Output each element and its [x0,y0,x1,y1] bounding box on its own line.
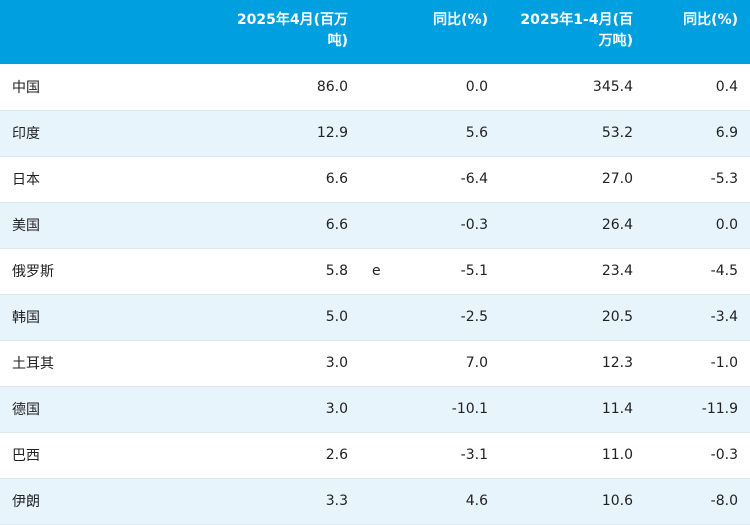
cell-country: 土耳其 [0,340,215,387]
cell-estimate-flag [360,156,400,203]
table-row: 美国 6.6 -0.3 26.4 0.0 [0,202,750,249]
cell-ytd-2025: 23.4 [500,248,645,295]
cell-yoy-ytd: -3.4 [645,294,750,341]
cell-yoy-apr: 0.0 [400,64,500,111]
cell-estimate-flag [360,294,400,341]
cell-estimate-flag: e [360,248,400,295]
table-row: 韩国 5.0 -2.5 20.5 -3.4 [0,294,750,341]
table-row: 日本 6.6 -6.4 27.0 -5.3 [0,156,750,203]
cell-yoy-apr: 7.0 [400,340,500,387]
cell-yoy-apr: -6.4 [400,156,500,203]
cell-country: 德国 [0,386,215,433]
header-country [0,0,215,64]
cell-country: 中国 [0,64,215,111]
cell-yoy-ytd: -5.3 [645,156,750,203]
table-row: 中国 86.0 0.0 345.4 0.4 [0,64,750,111]
cell-estimate-flag [360,340,400,387]
cell-ytd-2025: 10.6 [500,478,645,525]
cell-yoy-ytd: -1.0 [645,340,750,387]
table-row: 俄罗斯 5.8 e -5.1 23.4 -4.5 [0,248,750,295]
table-row: 巴西 2.6 -3.1 11.0 -0.3 [0,432,750,479]
header-flag [360,0,400,64]
header-yoy-apr: 同比(%) [400,0,500,64]
cell-ytd-2025: 345.4 [500,64,645,111]
cell-country: 韩国 [0,294,215,341]
table-row: 印度 12.9 5.6 53.2 6.9 [0,110,750,157]
cell-yoy-ytd: 0.4 [645,64,750,111]
cell-apr-2025: 5.0 [215,294,360,341]
cell-estimate-flag [360,110,400,157]
cell-country: 日本 [0,156,215,203]
cell-ytd-2025: 11.0 [500,432,645,479]
cell-estimate-flag [360,386,400,433]
cell-ytd-2025: 20.5 [500,294,645,341]
header-yoy-ytd: 同比(%) [645,0,750,64]
cell-country: 美国 [0,202,215,249]
cell-yoy-ytd: -4.5 [645,248,750,295]
cell-ytd-2025: 53.2 [500,110,645,157]
cell-yoy-apr: -3.1 [400,432,500,479]
cell-country: 伊朗 [0,478,215,525]
cell-ytd-2025: 12.3 [500,340,645,387]
cell-ytd-2025: 27.0 [500,156,645,203]
cell-estimate-flag [360,202,400,249]
cell-yoy-ytd: -8.0 [645,478,750,525]
header-ytd-2025: 2025年1-4月(百万吨) [500,0,645,64]
cell-estimate-flag [360,64,400,111]
cell-apr-2025: 5.8 [215,248,360,295]
cell-yoy-ytd: 6.9 [645,110,750,157]
cell-yoy-apr: 4.6 [400,478,500,525]
table-row: 土耳其 3.0 7.0 12.3 -1.0 [0,340,750,387]
cell-yoy-apr: -10.1 [400,386,500,433]
cell-apr-2025: 6.6 [215,202,360,249]
cell-ytd-2025: 26.4 [500,202,645,249]
cell-yoy-apr: -2.5 [400,294,500,341]
cell-apr-2025: 86.0 [215,64,360,111]
cell-estimate-flag [360,478,400,525]
cell-yoy-apr: 5.6 [400,110,500,157]
header-row: 2025年4月(百万吨) 同比(%) 2025年1-4月(百万吨) 同比(%) [0,0,750,64]
cell-apr-2025: 12.9 [215,110,360,157]
cell-yoy-ytd: 0.0 [645,202,750,249]
table-body: 中国 86.0 0.0 345.4 0.4 印度 12.9 5.6 53.2 6.9 日本 6.6 -6… [0,64,750,525]
table-row: 伊朗 3.3 4.6 10.6 -8.0 [0,478,750,525]
table-row: 德国 3.0 -10.1 11.4 -11.9 [0,386,750,433]
cell-country: 巴西 [0,432,215,479]
cell-yoy-apr: -0.3 [400,202,500,249]
cell-apr-2025: 3.0 [215,386,360,433]
cell-country: 印度 [0,110,215,157]
cell-apr-2025: 3.0 [215,340,360,387]
cell-yoy-ytd: -11.9 [645,386,750,433]
cell-apr-2025: 6.6 [215,156,360,203]
header-apr-2025: 2025年4月(百万吨) [215,0,360,64]
cell-apr-2025: 3.3 [215,478,360,525]
cell-country: 俄罗斯 [0,248,215,295]
cell-yoy-apr: -5.1 [400,248,500,295]
table-header: 2025年4月(百万吨) 同比(%) 2025年1-4月(百万吨) 同比(%) [0,0,750,64]
cell-ytd-2025: 11.4 [500,386,645,433]
cell-apr-2025: 2.6 [215,432,360,479]
cell-estimate-flag [360,432,400,479]
cell-yoy-ytd: -0.3 [645,432,750,479]
